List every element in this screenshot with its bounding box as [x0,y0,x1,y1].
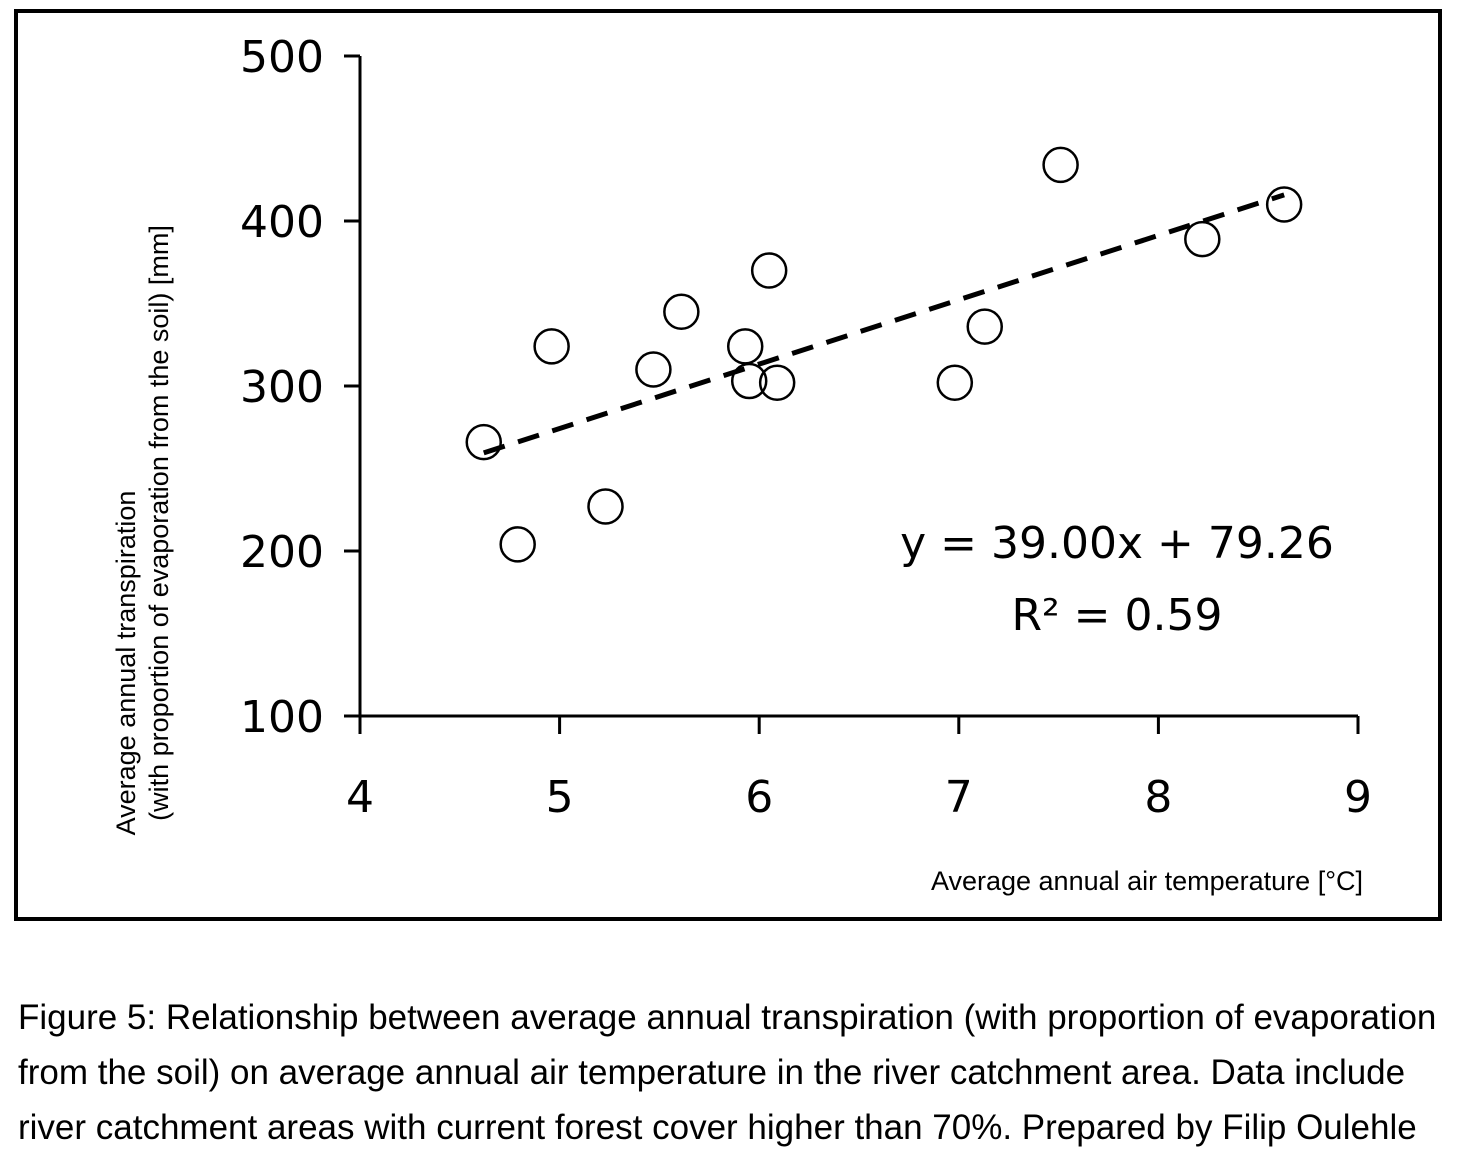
y-tick-label: 400 [240,197,324,248]
axes [344,54,1360,734]
data-point [730,362,768,400]
scatter-chart: 100 200 300 400 500 4 5 6 7 8 9 y = 39.00x + 79.26… [111,32,1372,896]
caption-line-3: river catchment areas with current fores… [18,1108,1417,1147]
data-point [465,423,503,461]
tick-labels: 100 200 300 400 500 4 5 6 7 8 9 [240,32,1372,823]
caption-line-1: Figure 5: Relationship between average a… [18,998,1437,1037]
data-point [1042,146,1079,184]
y-axis-title: Average annual transpiration (with propo… [111,225,174,835]
x-tick-label: 9 [1344,772,1372,823]
y-axis-title-line-1: Average annual transpiration [111,491,141,836]
chart-frame: 100 200 300 400 500 4 5 6 7 8 9 y = 39.00x + 79.26… [14,9,1442,921]
data-point [1184,220,1221,258]
trendline [482,192,1285,456]
y-tick-label: 100 [240,692,324,743]
data-point [533,328,570,365]
x-axis-title: Average annual air temperature [°C] [931,866,1363,896]
data-point [1265,186,1303,223]
data-point [663,293,700,330]
data-point [750,252,788,289]
y-tick-label: 500 [240,32,324,83]
data-point [587,488,624,525]
caption-line-2: from the soil) on average annual air tem… [18,1053,1406,1092]
x-tick-label: 4 [346,772,374,823]
y-tick-label: 300 [240,362,324,413]
x-tick-label: 8 [1144,772,1172,823]
r-squared-value: R² = 0.59 [1011,590,1222,641]
data-point [726,328,764,365]
x-tick-label: 6 [745,772,773,823]
x-tick-label: 7 [945,772,973,823]
data-point [966,308,1003,345]
data-points [465,146,1303,563]
regression-equation: y = 39.00x + 79.26 [900,518,1334,569]
y-axis-title-line-2: (with proportion of evaporation from the… [144,225,174,821]
figure-caption: Figure 5: Relationship between average a… [18,990,1450,1155]
data-point [936,364,974,401]
data-point [758,364,796,401]
data-point [635,351,672,388]
x-tick-label: 5 [546,772,574,823]
y-tick-label: 200 [240,527,324,578]
data-point [499,526,536,563]
trendline-layer [482,192,1285,456]
